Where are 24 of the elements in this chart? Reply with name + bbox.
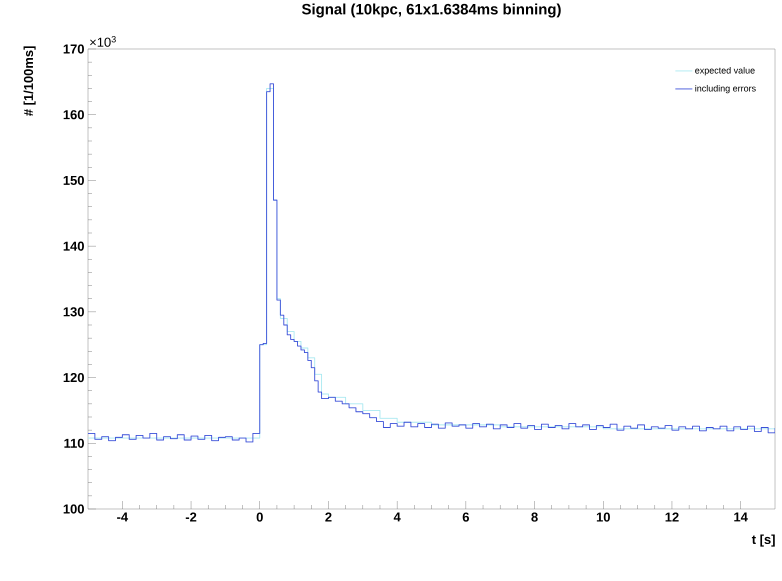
- y-axis-title: # [1/100ms]: [24, 46, 36, 116]
- x-tick-label: 8: [531, 512, 538, 522]
- x-tick-label: -2: [186, 512, 196, 522]
- x-tick-label: 12: [666, 512, 679, 522]
- y-tick-label: 120: [64, 372, 84, 382]
- x-axis-title: t [s]: [752, 534, 775, 547]
- x-tick-label: 6: [462, 512, 469, 522]
- x-tick-label: 14: [734, 512, 748, 522]
- x-tick-label: 4: [394, 512, 401, 522]
- y-tick-label: 150: [64, 176, 84, 186]
- chart-title: Signal (10kpc, 61x1.6384ms binning): [302, 4, 561, 18]
- text: ×10$^{3}$: [90, 36, 116, 47]
- y-tick-label: 160: [64, 110, 84, 120]
- x-tick-label: 0: [256, 512, 263, 522]
- y-tick-label: 110: [64, 438, 84, 448]
- x-tick-label: 10: [596, 512, 610, 522]
- y-tick-label: 100: [64, 504, 84, 514]
- legend-label: expected value: [695, 66, 755, 76]
- legend-label: including errors: [695, 84, 756, 94]
- x-tick-label: -4: [117, 512, 128, 522]
- y-tick-label: 140: [64, 242, 84, 251]
- y-tick-label: 130: [64, 307, 84, 316]
- x-tick-label: 2: [325, 512, 332, 522]
- y-tick-label: 170: [64, 44, 84, 54]
